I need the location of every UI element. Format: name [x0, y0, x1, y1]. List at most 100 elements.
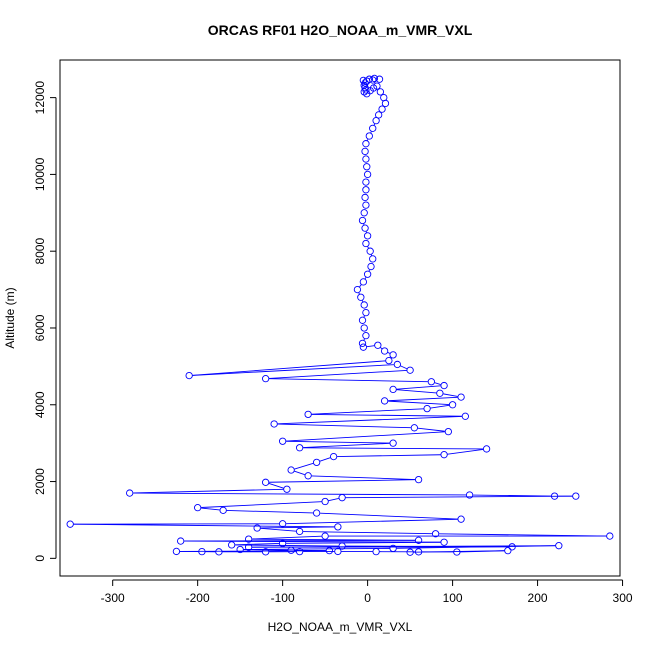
- data-point: [461, 412, 469, 420]
- data-point: [359, 278, 368, 286]
- data-point: [550, 492, 559, 500]
- data-point: [363, 232, 372, 240]
- data-point: [406, 366, 414, 374]
- series-segment: [311, 408, 424, 415]
- series-segment: [380, 347, 383, 350]
- data-point: [270, 420, 278, 428]
- series-segment: [286, 518, 458, 525]
- series-segment: [192, 364, 394, 376]
- data-point: [361, 193, 369, 202]
- data-point: [304, 472, 312, 480]
- data-point: [440, 451, 448, 459]
- series-segment: [184, 540, 441, 543]
- data-point: [358, 316, 367, 324]
- data-point: [278, 437, 287, 445]
- series-segment: [133, 488, 284, 494]
- y-tick-label: 2000: [33, 468, 47, 495]
- data-point: [482, 445, 491, 453]
- data-point: [376, 88, 385, 96]
- series-segment: [358, 292, 360, 295]
- data-point: [363, 270, 372, 278]
- series-segment: [337, 454, 441, 457]
- series-segment: [303, 531, 433, 535]
- data-point: [219, 506, 227, 514]
- data-point: [555, 542, 563, 550]
- data-point: [423, 404, 431, 413]
- data-point: [365, 75, 373, 83]
- y-axis: 0 2000 4000 6000 8000 10000 12000: [33, 81, 57, 562]
- series-segment: [396, 385, 441, 390]
- data-point: [410, 424, 419, 432]
- y-tick-label: 0: [33, 555, 47, 562]
- plot-frame: [59, 59, 621, 577]
- series-segment: [417, 427, 445, 432]
- data-point: [244, 535, 253, 543]
- data-point: [362, 140, 370, 148]
- series-segment: [443, 393, 458, 397]
- data-point: [365, 132, 373, 140]
- data-point: [312, 509, 321, 517]
- series-segment: [286, 541, 441, 544]
- y-tick-label: 6000: [33, 314, 47, 341]
- series-segment: [363, 315, 365, 318]
- series-segment: [201, 507, 220, 511]
- data-point: [228, 541, 236, 549]
- series-segment: [311, 413, 462, 417]
- series-segment: [364, 277, 367, 280]
- data-point: [295, 547, 304, 556]
- series-segment: [294, 462, 314, 470]
- series-segment: [311, 475, 416, 480]
- series-segment: [303, 442, 390, 449]
- data-point: [440, 538, 448, 546]
- data-point: [261, 478, 270, 486]
- data-point: [440, 381, 448, 390]
- series-segment: [73, 523, 335, 528]
- series-segment: [413, 550, 505, 553]
- data-point: [362, 332, 370, 340]
- data-point: [360, 209, 368, 217]
- y-tick-label: 12000: [33, 81, 47, 115]
- data-point: [414, 536, 423, 544]
- series-segment: [473, 494, 552, 497]
- data-point: [304, 410, 312, 419]
- series-segment: [260, 526, 335, 529]
- data-point: [334, 523, 342, 531]
- data-point: [393, 360, 402, 369]
- series-segment: [430, 404, 450, 409]
- x-axis: -300 -200 -100 0 100 200 300: [101, 579, 633, 605]
- data-point: [185, 371, 193, 380]
- data-point: [321, 532, 329, 540]
- data-point: [361, 224, 369, 232]
- data-point: [253, 524, 261, 532]
- data-point: [453, 548, 461, 556]
- series-segment: [226, 509, 314, 514]
- series-segment: [286, 431, 445, 442]
- series-segment: [368, 269, 371, 272]
- data-point: [194, 504, 202, 512]
- data-point: [369, 124, 377, 132]
- data-point: [406, 548, 414, 556]
- series-segment: [373, 123, 376, 126]
- series-segment: [201, 501, 322, 508]
- series-segment: [268, 482, 284, 489]
- series-segment: [319, 457, 331, 462]
- series-segment: [179, 550, 326, 552]
- data-point: [448, 401, 457, 409]
- data-point: [369, 255, 377, 263]
- series-segment: [277, 415, 462, 425]
- data-point: [444, 427, 452, 436]
- y-tick-label: 8000: [33, 238, 47, 265]
- data-point: [126, 489, 134, 497]
- data-point: [278, 520, 287, 528]
- series-segment: [269, 378, 428, 383]
- x-tick-label: -200: [186, 591, 210, 605]
- series-segment: [361, 300, 364, 302]
- data-point: [358, 216, 367, 225]
- data-point: [177, 537, 185, 545]
- series-segment: [447, 448, 484, 455]
- series-profile: [66, 74, 614, 556]
- data-point: [457, 393, 465, 401]
- x-axis-label: H2O_NOAA_m_VMR_VXL: [268, 620, 413, 634]
- data-point: [367, 262, 375, 271]
